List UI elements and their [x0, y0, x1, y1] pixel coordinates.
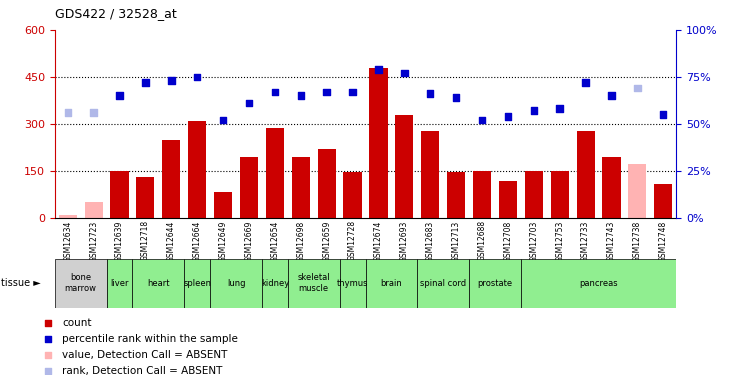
Point: [398, 70, 410, 76]
Bar: [499, 181, 517, 218]
Point: [165, 78, 177, 84]
Point: [476, 117, 488, 123]
Bar: [288, 259, 340, 308]
Text: thymus: thymus: [337, 279, 368, 288]
Text: spleen: spleen: [183, 279, 211, 288]
Point: [450, 94, 462, 100]
Point: [42, 352, 53, 358]
Bar: [344, 172, 362, 217]
Bar: [340, 259, 366, 308]
Text: liver: liver: [110, 279, 129, 288]
Point: [295, 93, 306, 99]
Bar: [577, 130, 594, 218]
Bar: [58, 215, 77, 217]
Bar: [469, 259, 520, 308]
Bar: [137, 177, 154, 218]
Bar: [317, 149, 336, 217]
Bar: [55, 259, 107, 308]
Text: kidney: kidney: [261, 279, 289, 288]
Bar: [395, 115, 414, 218]
Bar: [447, 172, 465, 217]
Text: spinal cord: spinal cord: [420, 279, 466, 288]
Bar: [654, 184, 673, 218]
Bar: [240, 157, 258, 218]
Point: [192, 74, 203, 80]
Bar: [421, 130, 439, 218]
Point: [269, 89, 281, 95]
Point: [42, 368, 53, 374]
Text: skeletal
muscle: skeletal muscle: [298, 273, 330, 293]
Point: [580, 80, 591, 86]
Point: [346, 89, 358, 95]
Point: [657, 111, 669, 117]
Bar: [550, 171, 569, 217]
Bar: [211, 259, 262, 308]
Point: [425, 91, 436, 97]
Bar: [369, 68, 387, 218]
Text: heart: heart: [147, 279, 170, 288]
Text: prostate: prostate: [477, 279, 512, 288]
Point: [502, 113, 514, 119]
Text: brain: brain: [381, 279, 402, 288]
Bar: [162, 140, 181, 218]
Point: [528, 108, 539, 114]
Point: [321, 89, 333, 95]
Bar: [184, 259, 211, 308]
Text: bone
marrow: bone marrow: [65, 273, 96, 293]
Point: [140, 80, 151, 86]
Text: tissue ►: tissue ►: [1, 278, 40, 288]
Bar: [188, 121, 206, 218]
Point: [42, 320, 53, 326]
Bar: [292, 157, 310, 218]
Point: [42, 336, 53, 342]
Text: percentile rank within the sample: percentile rank within the sample: [62, 334, 238, 344]
Bar: [521, 259, 676, 308]
Text: GDS422 / 32528_at: GDS422 / 32528_at: [55, 8, 177, 21]
Bar: [262, 259, 288, 308]
Bar: [417, 259, 469, 308]
Bar: [602, 157, 621, 218]
Point: [217, 117, 229, 123]
Bar: [110, 171, 129, 217]
Bar: [214, 192, 232, 217]
Text: pancreas: pancreas: [579, 279, 618, 288]
Bar: [107, 259, 132, 308]
Point: [88, 110, 99, 116]
Point: [632, 85, 643, 91]
Point: [243, 100, 255, 106]
Bar: [132, 259, 184, 308]
Text: count: count: [62, 318, 91, 328]
Bar: [525, 171, 543, 217]
Bar: [85, 202, 103, 217]
Bar: [628, 164, 646, 218]
Bar: [473, 171, 491, 217]
Point: [114, 93, 126, 99]
Bar: [366, 259, 417, 308]
Point: [373, 66, 385, 72]
Text: rank, Detection Call = ABSENT: rank, Detection Call = ABSENT: [62, 366, 222, 375]
Point: [62, 110, 74, 116]
Point: [554, 106, 566, 112]
Text: value, Detection Call = ABSENT: value, Detection Call = ABSENT: [62, 350, 227, 360]
Text: lung: lung: [227, 279, 246, 288]
Point: [605, 93, 617, 99]
Bar: [266, 128, 284, 217]
